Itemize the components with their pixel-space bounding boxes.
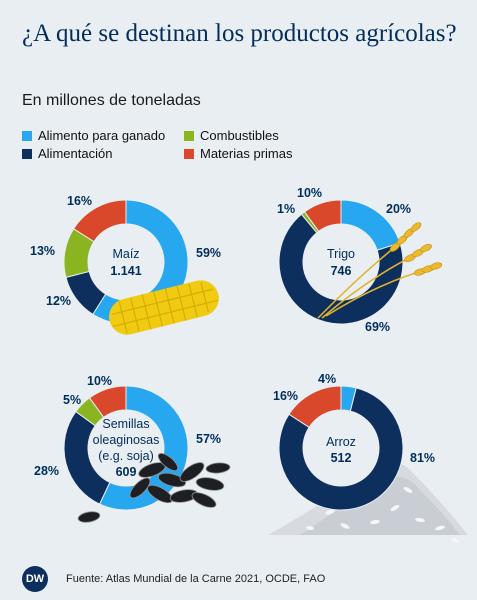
chart-total-arroz: 512 bbox=[331, 451, 352, 465]
pct-semillas-fuel: 5% bbox=[63, 393, 81, 407]
chart-name-semillas-2: oleaginosas bbox=[93, 433, 160, 447]
chart-name-semillas-1: Semillas bbox=[102, 417, 149, 431]
legend-swatch-raw bbox=[184, 148, 194, 159]
pct-semillas-raw: 10% bbox=[87, 374, 112, 388]
legend-item-feed: Alimento para ganado bbox=[22, 128, 165, 143]
chart-name-arroz: Arroz bbox=[326, 435, 356, 449]
pct-trigo-fuel: 1% bbox=[277, 202, 295, 216]
pct-trigo-feed: 20% bbox=[386, 202, 411, 216]
pct-arroz-food: 81% bbox=[410, 451, 435, 465]
pct-maiz-feed: 59% bbox=[196, 246, 221, 260]
legend-label-feed: Alimento para ganado bbox=[38, 128, 166, 143]
footer: DW Fuente: Atlas Mundial de la Carne 202… bbox=[22, 566, 325, 592]
chart-name-trigo: Trigo bbox=[327, 247, 355, 261]
legend-label-fuel: Combustibles bbox=[200, 128, 279, 143]
pct-trigo-raw: 10% bbox=[297, 186, 322, 200]
chart-name-maiz: Maíz bbox=[112, 247, 139, 261]
donut-maiz-hole bbox=[88, 224, 164, 300]
page-title: ¿A qué se destinan los productos agrícol… bbox=[22, 20, 457, 47]
legend-item-fuel: Combustibles bbox=[184, 128, 279, 143]
chart-total-semillas: 609 bbox=[116, 465, 137, 479]
legend-item-food: Alimentación bbox=[22, 146, 112, 161]
pct-semillas-feed: 57% bbox=[196, 432, 221, 446]
pct-maiz-food: 12% bbox=[46, 294, 71, 308]
pct-semillas-food: 28% bbox=[34, 464, 59, 478]
source-note: Fuente: Atlas Mundial de la Carne 2021, … bbox=[66, 573, 326, 585]
dw-logo: DW bbox=[22, 566, 48, 592]
center-label-semillas: Semillas oleaginosas (e.g. soja) 609 bbox=[93, 417, 160, 479]
legend-swatch-food bbox=[22, 148, 32, 159]
page-subtitle: En millones de toneladas bbox=[22, 92, 201, 109]
center-label-maiz: Maíz 1.141 bbox=[110, 247, 141, 278]
pct-maiz-raw: 16% bbox=[67, 194, 92, 208]
chart-name-semillas-3: (e.g. soja) bbox=[98, 449, 154, 463]
donut-arroz-hole bbox=[303, 410, 379, 486]
chart-total-trigo: 746 bbox=[331, 264, 352, 278]
donut-trigo-hole bbox=[303, 224, 379, 300]
legend-label-raw: Materias primas bbox=[200, 146, 293, 161]
pct-maiz-fuel: 13% bbox=[30, 244, 55, 258]
legend-swatch-fuel bbox=[184, 130, 194, 141]
center-label-arroz: Arroz 512 bbox=[326, 435, 356, 465]
chart-total-maiz: 1.141 bbox=[110, 264, 141, 278]
corn-cob-illustration bbox=[109, 280, 219, 335]
legend-swatch-feed bbox=[22, 130, 32, 141]
legend-label-food: Alimentación bbox=[38, 146, 113, 161]
wheat-illustration bbox=[317, 222, 443, 319]
pct-trigo-food: 69% bbox=[365, 320, 390, 334]
pct-arroz-feed: 4% bbox=[318, 372, 336, 386]
legend-item-raw: Materias primas bbox=[184, 146, 292, 161]
center-label-trigo: Trigo 746 bbox=[327, 247, 355, 278]
pct-arroz-raw: 16% bbox=[273, 389, 298, 403]
sunflower-seeds-illustration bbox=[77, 452, 231, 523]
